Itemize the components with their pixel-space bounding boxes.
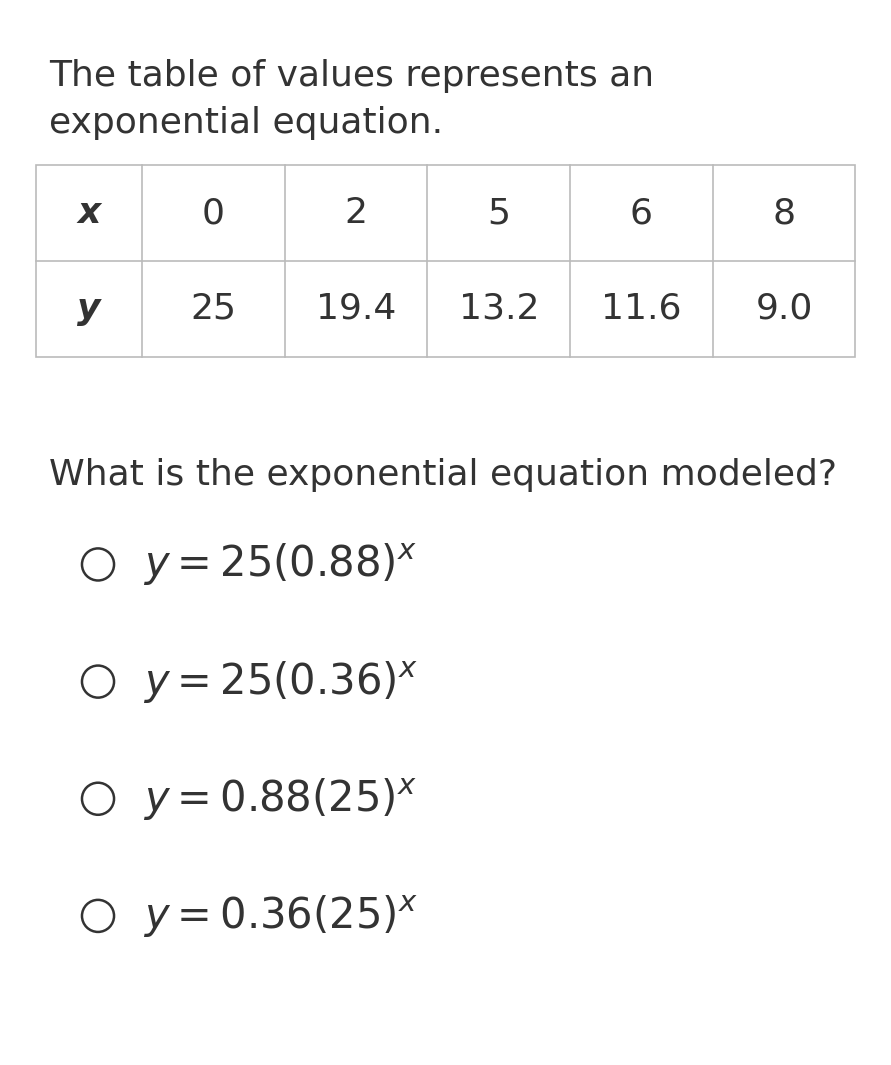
Text: $y = 25(0.36)^{x}$: $y = 25(0.36)^{x}$ bbox=[143, 658, 417, 705]
Text: 13.2: 13.2 bbox=[459, 292, 539, 326]
Text: 11.6: 11.6 bbox=[601, 292, 682, 326]
Text: exponential equation.: exponential equation. bbox=[49, 106, 443, 141]
Text: y: y bbox=[78, 292, 101, 326]
Text: x: x bbox=[78, 196, 101, 230]
Text: 2: 2 bbox=[345, 196, 368, 230]
Text: 9.0: 9.0 bbox=[756, 292, 813, 326]
Text: $y = 25(0.88)^{x}$: $y = 25(0.88)^{x}$ bbox=[143, 541, 416, 588]
Text: $y = 0.88(25)^{x}$: $y = 0.88(25)^{x}$ bbox=[143, 775, 416, 822]
Text: 5: 5 bbox=[487, 196, 511, 230]
Text: 25: 25 bbox=[191, 292, 236, 326]
Text: The table of values represents an: The table of values represents an bbox=[49, 59, 654, 93]
Text: 6: 6 bbox=[630, 196, 653, 230]
Text: 0: 0 bbox=[202, 196, 225, 230]
Text: $y = 0.36(25)^{x}$: $y = 0.36(25)^{x}$ bbox=[143, 892, 417, 939]
Text: What is the exponential equation modeled?: What is the exponential equation modeled… bbox=[49, 458, 837, 492]
Bar bbox=[36, 165, 855, 357]
Text: 8: 8 bbox=[772, 196, 796, 230]
Text: 19.4: 19.4 bbox=[316, 292, 396, 326]
